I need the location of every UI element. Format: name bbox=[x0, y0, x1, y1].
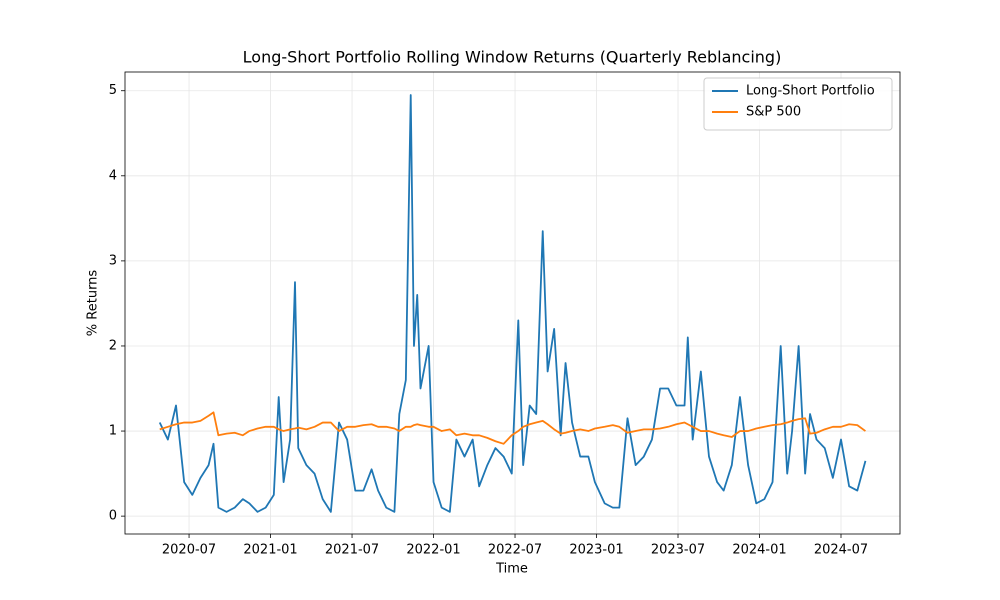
legend: Long-Short Portfolio S&P 500 bbox=[703, 77, 893, 131]
x-axis-label: Time bbox=[495, 562, 528, 577]
x-tick-label: 2021-07 bbox=[325, 543, 379, 558]
series-line bbox=[159, 411, 866, 445]
y-tick-label: 2 bbox=[109, 338, 117, 353]
y-axis-label: % Returns bbox=[86, 270, 101, 337]
legend-label: S&P 500 bbox=[746, 105, 801, 120]
x-tick-label: 2020-07 bbox=[162, 543, 216, 558]
y-tick-label: 3 bbox=[109, 253, 117, 268]
y-tick-label: 0 bbox=[109, 509, 117, 524]
y-tick-label: 4 bbox=[109, 168, 117, 183]
x-tick-label: 2024-01 bbox=[732, 543, 786, 558]
legend-label: Long-Short Portfolio bbox=[746, 84, 875, 99]
plot-frame bbox=[124, 71, 901, 535]
x-tick-label: 2023-07 bbox=[651, 543, 705, 558]
x-tick-label: 2023-01 bbox=[569, 543, 623, 558]
x-tick-label: 2022-07 bbox=[488, 543, 542, 558]
x-tick-label: 2024-07 bbox=[814, 543, 868, 558]
x-tick-label: 2021-01 bbox=[243, 543, 297, 558]
legend-box bbox=[703, 77, 893, 131]
x-tick-label: 2022-01 bbox=[406, 543, 460, 558]
y-tick-label: 5 bbox=[109, 83, 117, 98]
chart-title: Long-Short Portfolio Rolling Window Retu… bbox=[243, 48, 782, 67]
y-tick-label: 1 bbox=[109, 424, 117, 439]
